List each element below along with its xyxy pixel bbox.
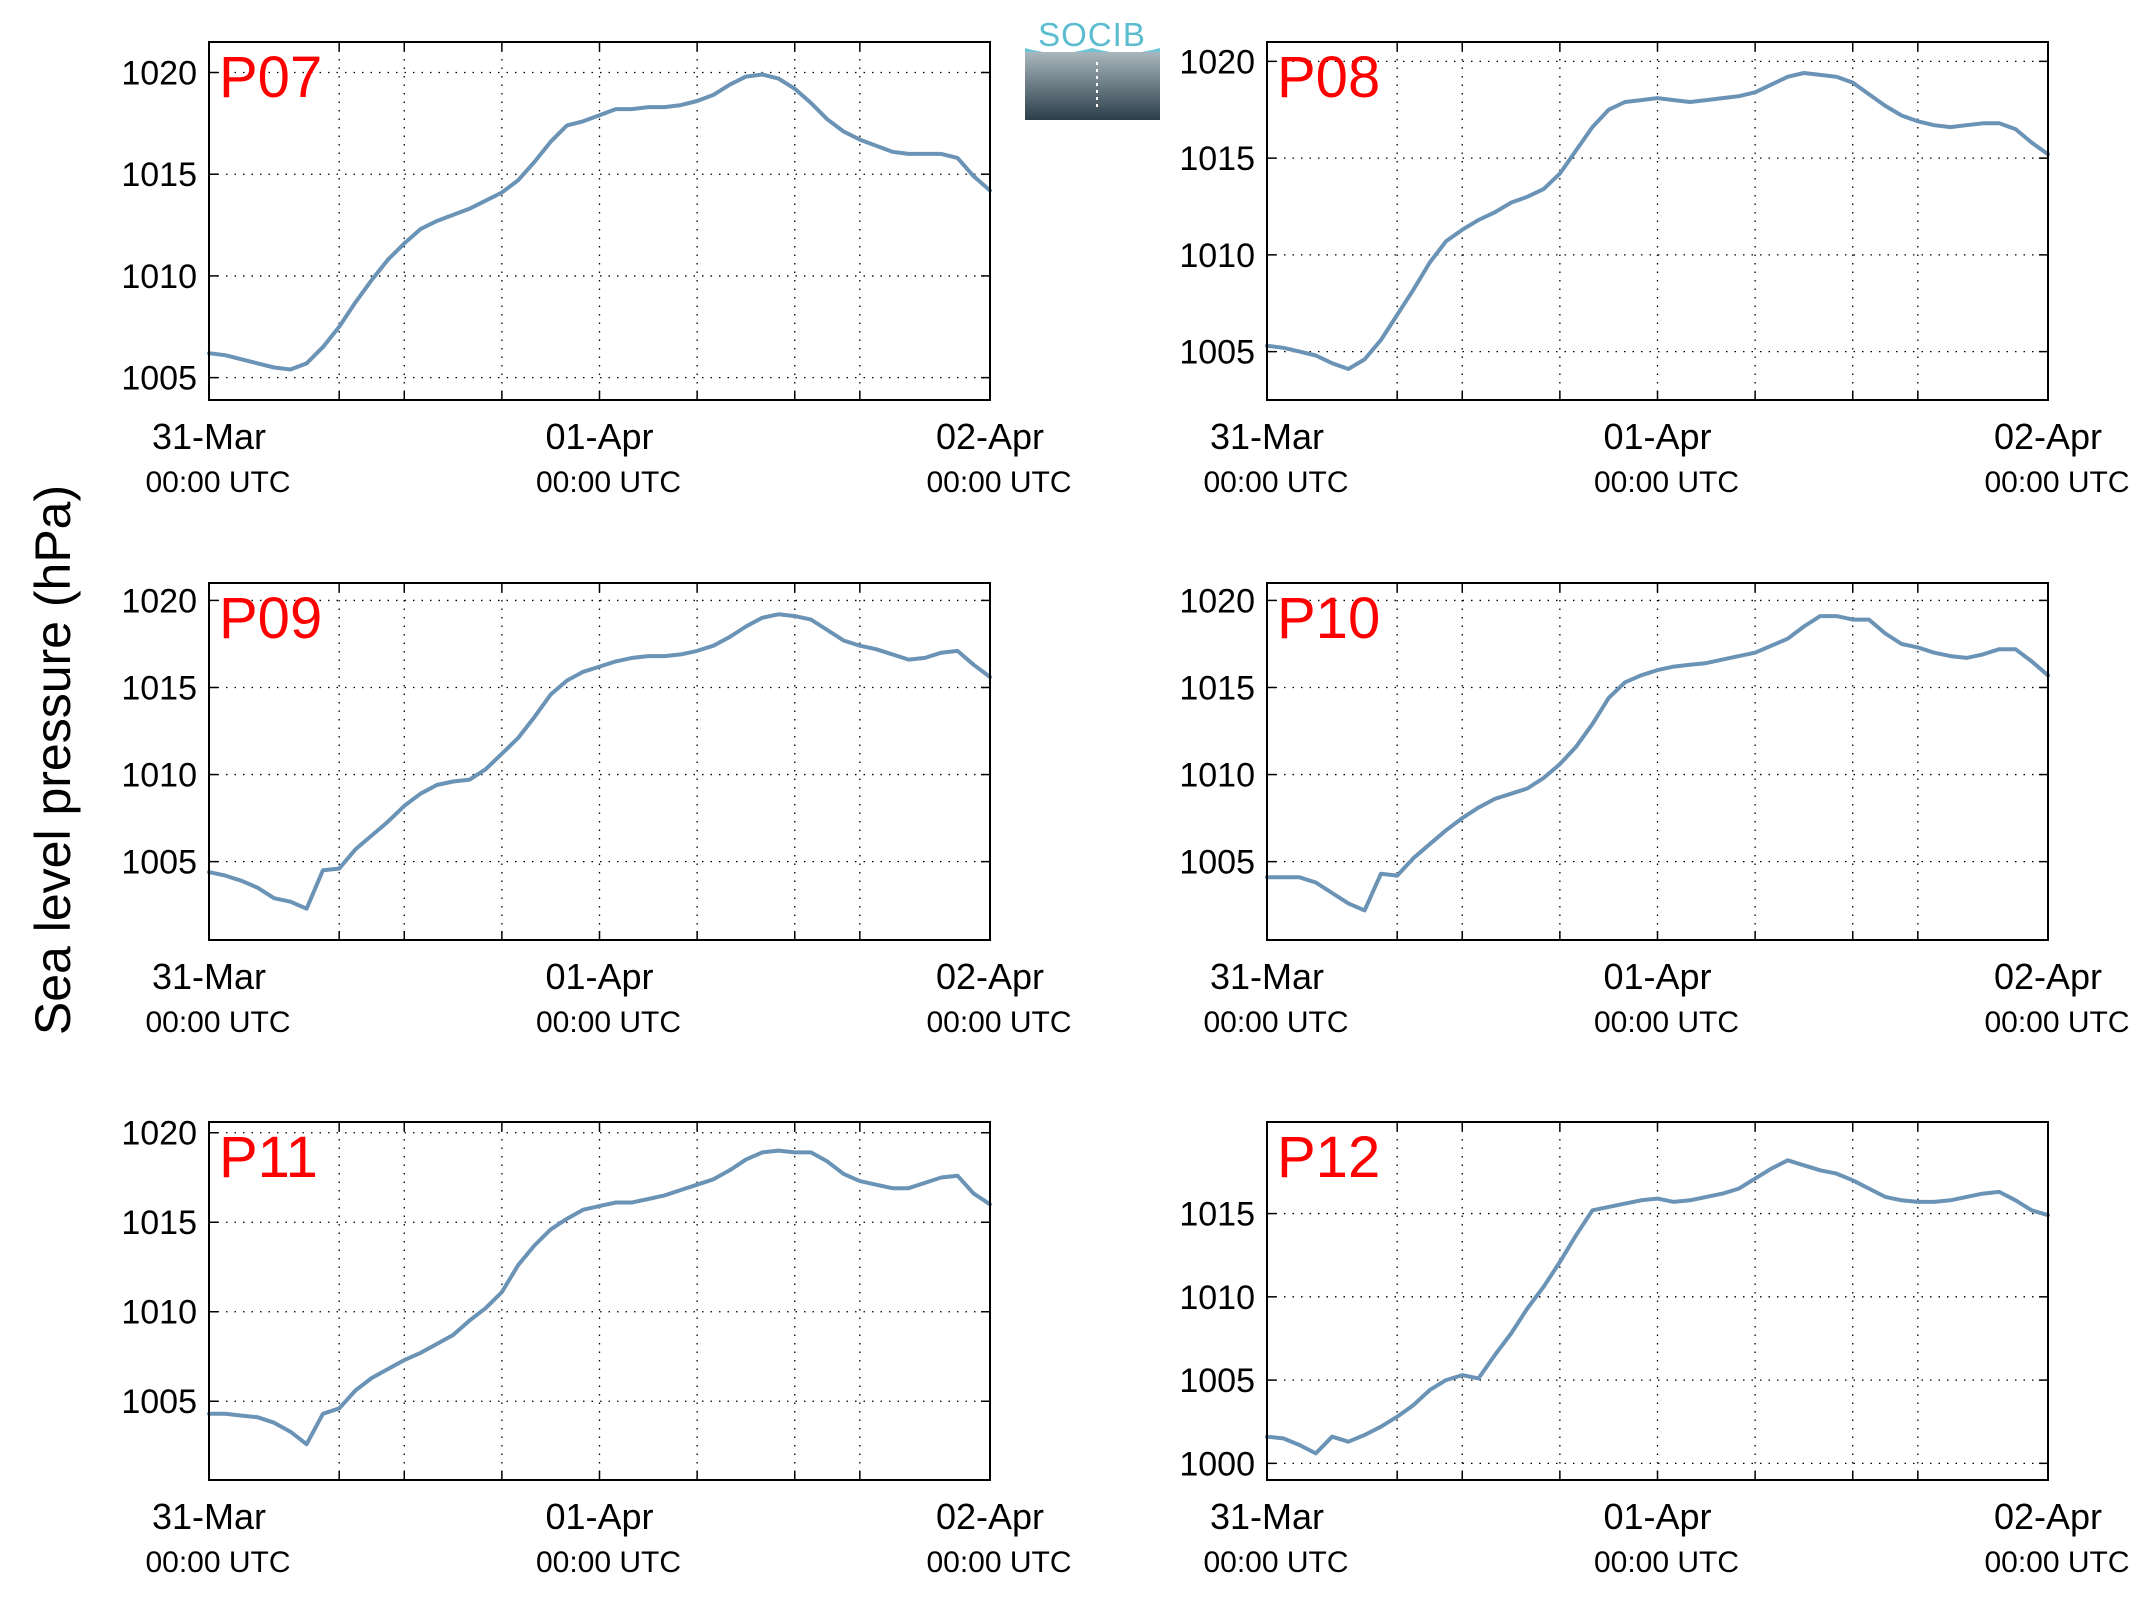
series-line [1265, 614, 2050, 913]
y-tick-label: 1010 [1179, 1279, 1255, 1317]
panel-p07: 1005 1010 1015 1020 P07 31-Mar 00:00 UTC 01-Apr… [121, 41, 1072, 499]
y-tick-label: 1010 [121, 757, 197, 795]
x-tick-label-time: 00:00 UTC [536, 1546, 681, 1579]
y-tick-label: 1005 [121, 844, 197, 882]
x-tick-label-date: 31-Mar [1210, 1496, 1324, 1537]
x-tick-label-date: 01-Apr [1603, 1496, 1711, 1537]
y-tick-label: 1015 [121, 156, 197, 194]
socib-logo: SOCIB [1025, 16, 1160, 120]
y-tick-label: 1010 [121, 1294, 197, 1332]
x-tick-label-date: 02-Apr [936, 416, 1044, 457]
panel-p11: 1005 1010 1015 1020 P11 31-Mar 00:00 UTC 01-Apr… [121, 1115, 1071, 1579]
x-tick-label-time: 00:00 UTC [145, 466, 290, 499]
x-tick-label-time: 00:00 UTC [926, 466, 1071, 499]
x-tick-label-time: 00:00 UTC [1203, 1546, 1348, 1579]
y-tick-label: 1015 [1179, 1196, 1255, 1234]
x-tick-label-time: 00:00 UTC [1984, 1546, 2129, 1579]
y-tick-label: 1005 [121, 360, 197, 398]
x-tick-label-date: 02-Apr [1994, 416, 2102, 457]
x-tick-label-date: 02-Apr [936, 956, 1044, 997]
x-tick-label-time: 00:00 UTC [145, 1006, 290, 1039]
y-tick-label: 1020 [121, 582, 197, 620]
y-tick-label: 1015 [121, 1204, 197, 1242]
y-tick-label: 1020 [121, 1115, 197, 1153]
panel-p09: 1005 1010 1015 1020 P09 31-Mar 00:00 UTC 01-Apr… [121, 582, 1072, 1039]
series-line [207, 72, 992, 372]
logo-box [1025, 52, 1160, 120]
panel-p12: 1000 1005 1010 1015 P12 31-Mar 00:00 UTC 01-Apr… [1179, 1121, 2130, 1579]
plot-frame [1266, 582, 2049, 941]
x-tick-label-time: 00:00 UTC [536, 466, 681, 499]
y-tick-label: 1005 [1179, 844, 1255, 882]
x-tick-label-time: 00:00 UTC [926, 1546, 1071, 1579]
panel-label: P09 [219, 586, 322, 651]
panel-label: P08 [1277, 45, 1380, 110]
x-tick-label-date: 31-Mar [1210, 956, 1324, 997]
logo-wave [1025, 48, 1160, 53]
x-tick-label-date: 01-Apr [1603, 956, 1711, 997]
x-tick-label-time: 00:00 UTC [1594, 466, 1739, 499]
y-tick-label: 1005 [1179, 1362, 1255, 1400]
y-tick-label: 1020 [1179, 43, 1255, 81]
panel-label: P10 [1277, 586, 1380, 651]
x-tick-label-time: 00:00 UTC [536, 1006, 681, 1039]
y-tick-label: 1015 [121, 669, 197, 707]
panel-label: P07 [219, 45, 322, 110]
x-tick-label-date: 01-Apr [545, 956, 653, 997]
y-tick-label: 1015 [1179, 669, 1255, 707]
x-tick-label-time: 00:00 UTC [1984, 466, 2129, 499]
plot-frame [1266, 1121, 2049, 1481]
panel-label: P11 [219, 1125, 318, 1190]
x-tick-label-date: 01-Apr [1603, 416, 1711, 457]
x-tick-label-date: 31-Mar [152, 956, 266, 997]
panel-p10: 1005 1010 1015 1020 P10 31-Mar 00:00 UTC 01-Apr… [1179, 582, 2130, 1039]
y-tick-label: 1015 [1179, 140, 1255, 178]
x-tick-label-time: 00:00 UTC [1984, 1006, 2129, 1039]
plot-frame [208, 1121, 991, 1481]
y-tick-label: 1005 [121, 1383, 197, 1421]
x-tick-label-time: 00:00 UTC [1594, 1006, 1739, 1039]
y-axis-label: Sea level pressure (hPa) [25, 485, 81, 1035]
x-tick-label-time: 00:00 UTC [926, 1006, 1071, 1039]
x-tick-label-date: 31-Mar [152, 1496, 266, 1537]
x-tick-label-date: 02-Apr [1994, 1496, 2102, 1537]
y-tick-label: 1005 [1179, 334, 1255, 372]
logo-text: SOCIB [1038, 16, 1146, 53]
x-tick-label-date: 02-Apr [1994, 956, 2102, 997]
y-tick-label: 1010 [121, 258, 197, 296]
plot-frame [208, 41, 991, 401]
x-tick-label-time: 00:00 UTC [1203, 466, 1348, 499]
panel-p08: 1005 1010 1015 1020 P08 31-Mar 00:00 UTC 01-Apr… [1179, 41, 2130, 499]
x-tick-label-time: 00:00 UTC [1203, 1006, 1348, 1039]
series-line [1265, 71, 2050, 371]
x-tick-label-date: 31-Mar [152, 416, 266, 457]
x-tick-label-date: 31-Mar [1210, 416, 1324, 457]
x-tick-label-time: 00:00 UTC [1594, 1546, 1739, 1579]
plot-frame [1266, 41, 2049, 401]
series-line [207, 612, 992, 911]
series-line [1265, 1158, 2050, 1456]
x-tick-label-time: 00:00 UTC [145, 1546, 290, 1579]
x-tick-label-date: 02-Apr [936, 1496, 1044, 1537]
y-tick-label: 1020 [121, 55, 197, 93]
series-line [207, 1148, 992, 1447]
panel-label: P12 [1277, 1125, 1380, 1190]
x-tick-label-date: 01-Apr [545, 416, 653, 457]
y-tick-label: 1020 [1179, 582, 1255, 620]
y-tick-label: 1010 [1179, 757, 1255, 795]
plot-frame [208, 582, 991, 941]
x-tick-label-date: 01-Apr [545, 1496, 653, 1537]
y-tick-label: 1000 [1179, 1445, 1255, 1483]
y-tick-label: 1010 [1179, 237, 1255, 275]
